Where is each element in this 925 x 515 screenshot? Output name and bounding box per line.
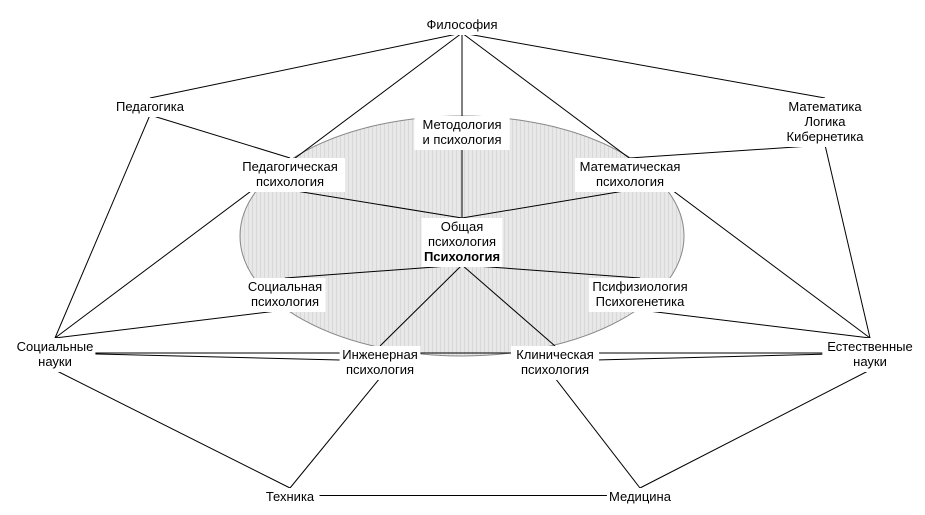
diagram-canvas: Методологияи психологияМатематическаяпси… bbox=[0, 0, 925, 515]
edge-filos-pedag bbox=[150, 33, 462, 98]
node-socn: Социальныенауки bbox=[15, 338, 96, 372]
node-label: Социальная bbox=[248, 279, 322, 294]
node-label: науки bbox=[38, 354, 72, 369]
node-center: ОбщаяпсихологияПсихология bbox=[422, 218, 503, 267]
edge-pedag-socn bbox=[55, 115, 150, 338]
node-label: Кибернетика bbox=[787, 129, 865, 144]
node-soc: Социальнаяпсихология bbox=[245, 278, 326, 312]
node-label: Клиническая bbox=[516, 347, 594, 362]
node-label: Общая bbox=[441, 219, 484, 234]
node-psifiz: ПсифизиологияПсихогенетика bbox=[589, 278, 692, 312]
node-mathlog: МатематикаЛогикаКибернетика bbox=[781, 98, 869, 147]
edge-filos-mathlog bbox=[462, 33, 825, 98]
node-label: психология bbox=[251, 294, 319, 309]
node-label: науки bbox=[853, 354, 887, 369]
node-label: психология bbox=[346, 362, 414, 377]
edge-estn-med bbox=[640, 370, 870, 488]
edge-socn-tehn bbox=[55, 370, 290, 488]
node-pedpsy: Педагогическаяпсихология bbox=[235, 158, 345, 192]
edge-inzh-socn bbox=[55, 353, 380, 361]
edge-pedpsy-pedag bbox=[150, 115, 290, 158]
node-label: психология bbox=[596, 174, 664, 189]
node-metod: Методологияи психология bbox=[414, 116, 509, 150]
node-label: психология bbox=[428, 234, 496, 249]
edge-soc-socn bbox=[55, 310, 285, 338]
node-filos: Философия bbox=[425, 16, 499, 35]
edge-psifiz-estn bbox=[640, 310, 870, 338]
node-label: Психология bbox=[424, 249, 500, 264]
node-label: Психогенетика bbox=[596, 294, 686, 309]
node-label: Логика bbox=[805, 114, 847, 129]
node-med: Медицина bbox=[607, 488, 673, 507]
node-label: психология bbox=[256, 174, 324, 189]
node-label: Математическая bbox=[580, 159, 681, 174]
node-label: Медицина bbox=[609, 489, 672, 504]
node-label: Псифизиология bbox=[592, 279, 687, 294]
node-label: Педагогика bbox=[116, 99, 185, 114]
node-matpsy: Математическаяпсихология bbox=[575, 158, 685, 192]
node-label: и психология bbox=[423, 132, 502, 147]
node-label: Инженерная bbox=[342, 347, 418, 362]
node-label: психология bbox=[521, 362, 589, 377]
node-estn: Естественныенауки bbox=[822, 338, 917, 372]
node-label: Математика bbox=[788, 99, 862, 114]
node-label: Техника bbox=[266, 489, 315, 504]
node-inzh: Инженернаяпсихология bbox=[340, 346, 421, 380]
node-label: Социальные bbox=[17, 339, 94, 354]
edge-inzh-tehn bbox=[290, 378, 380, 488]
node-label: Философия bbox=[427, 17, 498, 32]
node-klin: Клиническаяпсихология bbox=[511, 346, 599, 380]
node-label: Педагогическая bbox=[242, 159, 338, 174]
node-tehn: Техника bbox=[261, 488, 320, 507]
edge-klin-med bbox=[555, 378, 640, 488]
node-label: Методология bbox=[422, 117, 501, 132]
node-pedag: Педагогика bbox=[110, 98, 191, 117]
node-label: Естественные bbox=[827, 339, 912, 354]
